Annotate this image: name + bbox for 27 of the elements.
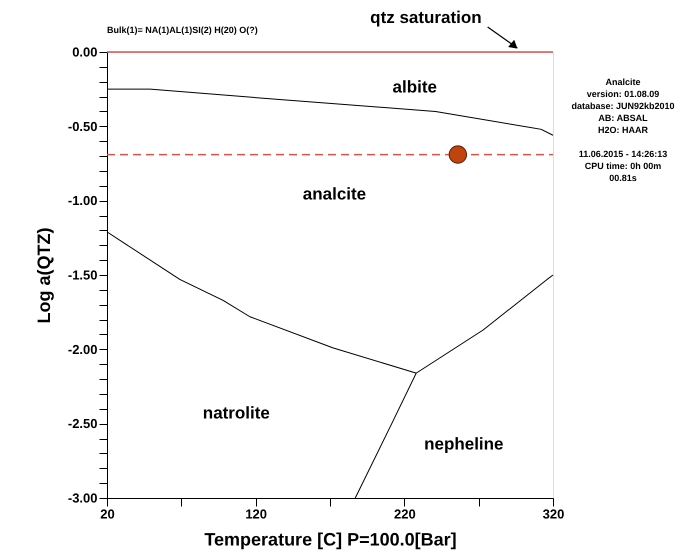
chart-subtitle: Bulk(1)= NA(1)AL(1)SI(2) H(20) O(?) (107, 25, 258, 35)
annotation: albite (392, 78, 437, 97)
text: 00.81s (609, 173, 637, 183)
text: CPU time: 0h 00m (584, 161, 662, 171)
y-tick-label: -1.00 (68, 193, 98, 208)
x-tick-label: 120 (245, 506, 268, 522)
annotation: natrolite (202, 403, 270, 422)
x-axis-title: Temperature [C] P=100.0[Bar] (204, 530, 457, 550)
text: database: JUN92kb2010 (571, 101, 675, 111)
x-tick-label: 220 (394, 506, 416, 522)
annotation: nepheline (424, 434, 504, 454)
ref-line-label: qtz saturation (370, 8, 482, 27)
text: Analcite (605, 77, 641, 87)
annotation: analcite (302, 184, 366, 204)
y-tick-label: -2.50 (68, 416, 98, 432)
text: 11.06.2015 - 14:26:13 (578, 149, 668, 159)
y-tick-label: -1.50 (68, 268, 98, 282)
y-axis-title: Log a(QTZ) (34, 228, 54, 324)
y-tick-label: -2.00 (68, 342, 98, 357)
y-tick-label: 0.00 (72, 44, 98, 60)
x-tick-label: 320 (542, 506, 564, 522)
y-tick-label: -3.00 (68, 490, 98, 506)
text: H2O: HAAR (598, 125, 648, 135)
text: version: 01.08.09 (586, 89, 660, 99)
y-tick-label: -0.50 (68, 118, 98, 134)
x-tick-label: 20 (100, 506, 115, 522)
text: AB: ABSAL (598, 113, 648, 123)
